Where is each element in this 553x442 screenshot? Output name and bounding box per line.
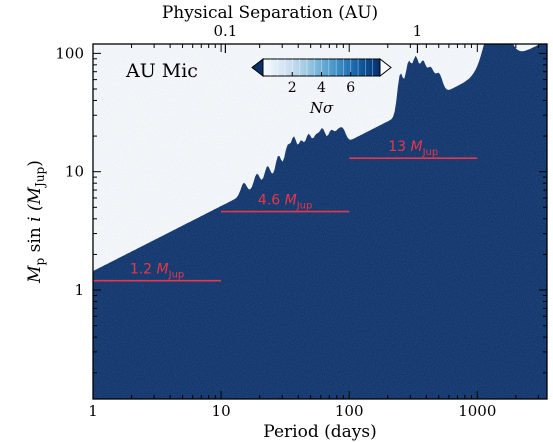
sensitivity-heatmap xyxy=(93,44,547,399)
limit-unit-sub: Jup xyxy=(296,201,313,212)
x-tick-label: 10 xyxy=(212,402,231,420)
y-axis-label-sub-jup: Jup xyxy=(33,166,47,189)
x-tick-label: 100 xyxy=(335,402,364,420)
colorbar-tick-label: 2 xyxy=(288,80,297,96)
colorbar-ticks: 2 4 6 xyxy=(270,59,373,96)
top-axis-tick-label: 1 xyxy=(413,22,423,40)
limit-label: 1.2 MJup xyxy=(130,262,184,281)
limit-1-2: 1.2 MJup xyxy=(93,262,222,282)
x-tick-label: 1 xyxy=(88,402,98,420)
y-tick-label: 10 xyxy=(65,163,84,181)
y-axis-label-sin: sin xyxy=(25,222,45,258)
y-axis-label-incl: i xyxy=(25,216,45,221)
x-axis-label: Period (days) xyxy=(263,422,376,442)
limit-unit: M xyxy=(411,139,423,155)
y-axis-label: Mp sin i (MJup) xyxy=(25,160,47,284)
top-axis-tick-label: 0.1 xyxy=(213,22,237,40)
colorbar: 2 4 6 Nσ xyxy=(251,57,392,117)
limit-label: 4.6 MJup xyxy=(258,193,312,212)
limit-unit: M xyxy=(285,193,297,209)
axis-ticks: 1 10 100 1000 1 10 100 0.1 1 xyxy=(55,22,547,420)
y-axis-label-open: (M xyxy=(25,186,45,216)
limit-value: 4.6 xyxy=(258,193,285,209)
y-axis-label-close: ) xyxy=(25,160,45,167)
y-axis-label-mass: M xyxy=(25,265,45,284)
y-axis-label-sub-p: p xyxy=(33,257,47,265)
limit-value: 1.2 xyxy=(130,262,157,278)
limit-unit: M xyxy=(157,262,169,278)
limit-label: 13 MJup xyxy=(388,139,438,158)
colorbar-tick-label: 6 xyxy=(346,80,355,96)
panel-label: AU Mic xyxy=(125,60,198,82)
limit-unit-sub: Jup xyxy=(422,147,439,158)
top-axis-label: Physical Separation (AU) xyxy=(162,3,378,23)
plot-frame xyxy=(92,43,548,400)
limit-value: 13 xyxy=(388,139,410,155)
heatmap-texture xyxy=(93,44,547,399)
y-tick-label: 1 xyxy=(74,281,84,299)
colorbar-tick-label: 4 xyxy=(317,80,326,96)
limit-4-6: 4.6 MJup xyxy=(221,193,350,213)
x-tick-label: 1000 xyxy=(458,402,496,420)
limit-13: 13 MJup xyxy=(349,139,478,160)
y-tick-label: 100 xyxy=(55,44,84,62)
limit-unit-sub: Jup xyxy=(168,270,185,281)
colorbar-extend-high xyxy=(379,57,392,78)
colorbar-label: Nσ xyxy=(309,99,334,117)
